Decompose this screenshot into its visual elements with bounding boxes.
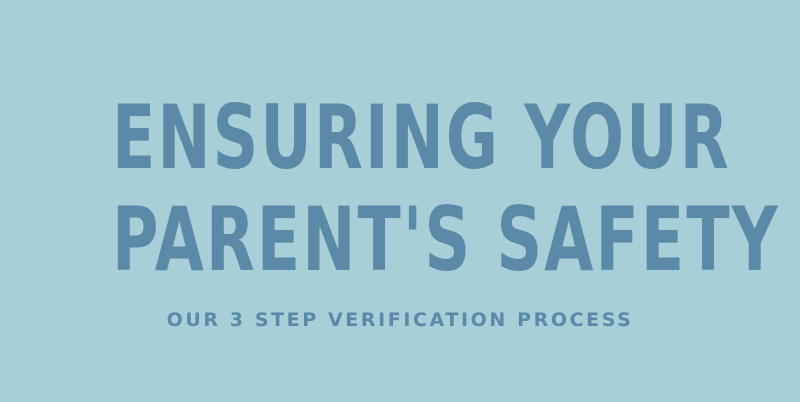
headline-line-1: ENSURING YOUR (112, 86, 731, 189)
headline: ENSURING YOUR PARENT'S SAFETY (0, 87, 800, 291)
subtitle: OUR 3 STEP VERIFICATION PROCESS (166, 309, 634, 331)
headline-line-2: PARENT'S SAFETY (112, 188, 780, 291)
